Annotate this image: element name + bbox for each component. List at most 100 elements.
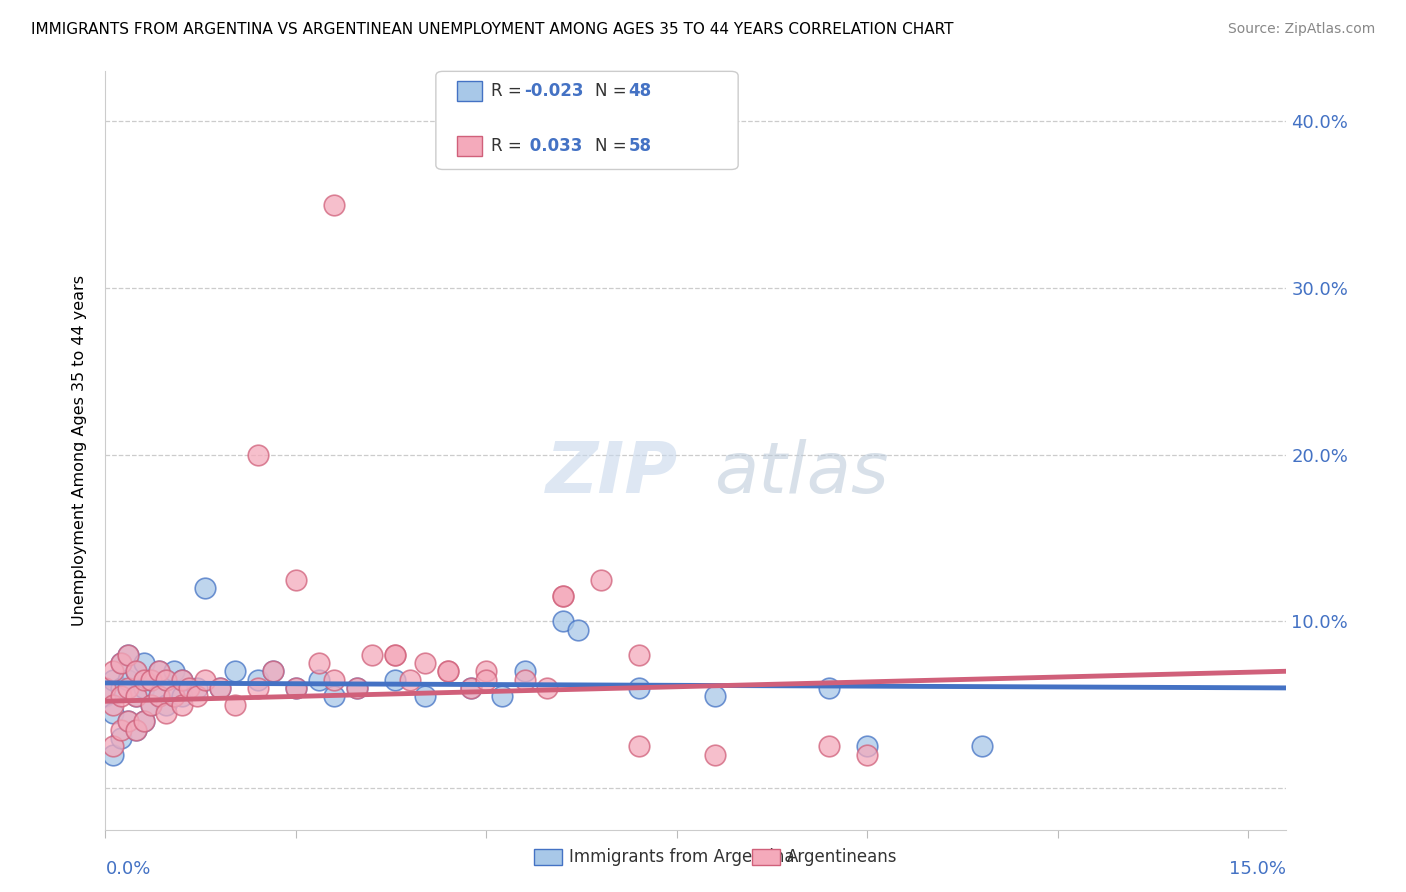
Point [415,656,437,670]
Point [132,681,155,695]
Point [567,623,589,637]
Point [475,673,498,687]
Point [132,673,155,687]
Point [94,681,117,695]
Point [148,690,170,704]
Point [125,723,148,737]
Text: R =: R = [491,82,527,100]
Point [627,739,650,754]
Point [513,665,536,679]
Point [551,589,574,603]
Point [117,673,139,687]
Point [224,665,246,679]
Text: N =: N = [595,137,631,155]
Point [125,690,148,704]
Point [208,681,231,695]
Point [361,648,384,662]
Point [110,723,132,737]
Point [589,573,612,587]
Point [308,673,330,687]
Text: N =: N = [595,82,631,100]
Point [117,648,139,662]
Text: 15.0%: 15.0% [1229,860,1286,878]
Point [170,690,193,704]
Point [384,648,406,662]
Point [262,665,284,679]
Point [437,665,460,679]
Point [110,681,132,695]
Point [141,673,163,687]
Point [132,714,155,729]
Text: -0.023: -0.023 [524,82,583,100]
Point [384,648,406,662]
Point [856,739,879,754]
Text: 0.033: 0.033 [524,137,583,155]
Point [399,673,422,687]
Point [110,731,132,745]
Point [208,681,231,695]
Point [193,673,215,687]
Point [170,698,193,712]
Point [170,673,193,687]
Point [148,665,170,679]
Point [148,690,170,704]
Point [125,690,148,704]
Point [262,665,284,679]
Point [856,747,879,762]
Point [284,681,307,695]
Point [125,723,148,737]
Point [551,589,574,603]
Text: atlas: atlas [714,439,889,508]
Point [155,698,177,712]
Point [491,690,513,704]
Point [224,698,246,712]
Point [460,681,482,695]
Point [193,581,215,595]
Point [818,739,841,754]
Point [101,665,124,679]
Point [117,681,139,695]
Point [246,681,269,695]
Point [125,665,148,679]
Point [186,690,208,704]
Point [117,714,139,729]
Point [415,690,437,704]
Text: 0.0%: 0.0% [105,860,150,878]
Point [437,665,460,679]
Y-axis label: Unemployment Among Ages 35 to 44 years: Unemployment Among Ages 35 to 44 years [72,275,87,626]
Point [551,614,574,628]
Point [536,681,558,695]
Point [346,681,368,695]
Point [101,739,124,754]
Point [110,690,132,704]
Text: 48: 48 [628,82,651,100]
Point [141,698,163,712]
Point [627,648,650,662]
Point [141,698,163,712]
Point [704,747,727,762]
Point [125,665,148,679]
Point [818,681,841,695]
Point [94,690,117,704]
Point [101,698,124,712]
Point [163,665,186,679]
Point [141,673,163,687]
Text: ZIP: ZIP [546,439,678,508]
Point [155,706,177,720]
Text: IMMIGRANTS FROM ARGENTINA VS ARGENTINEAN UNEMPLOYMENT AMONG AGES 35 TO 44 YEARS : IMMIGRANTS FROM ARGENTINA VS ARGENTINEAN… [31,22,953,37]
Point [101,706,124,720]
Point [110,656,132,670]
Point [513,673,536,687]
Point [323,690,346,704]
Point [284,681,307,695]
Point [186,681,208,695]
Point [117,714,139,729]
Point [627,681,650,695]
Point [246,673,269,687]
Point [170,673,193,687]
Point [155,673,177,687]
Point [163,690,186,704]
Point [101,673,124,687]
Point [110,656,132,670]
Point [101,747,124,762]
